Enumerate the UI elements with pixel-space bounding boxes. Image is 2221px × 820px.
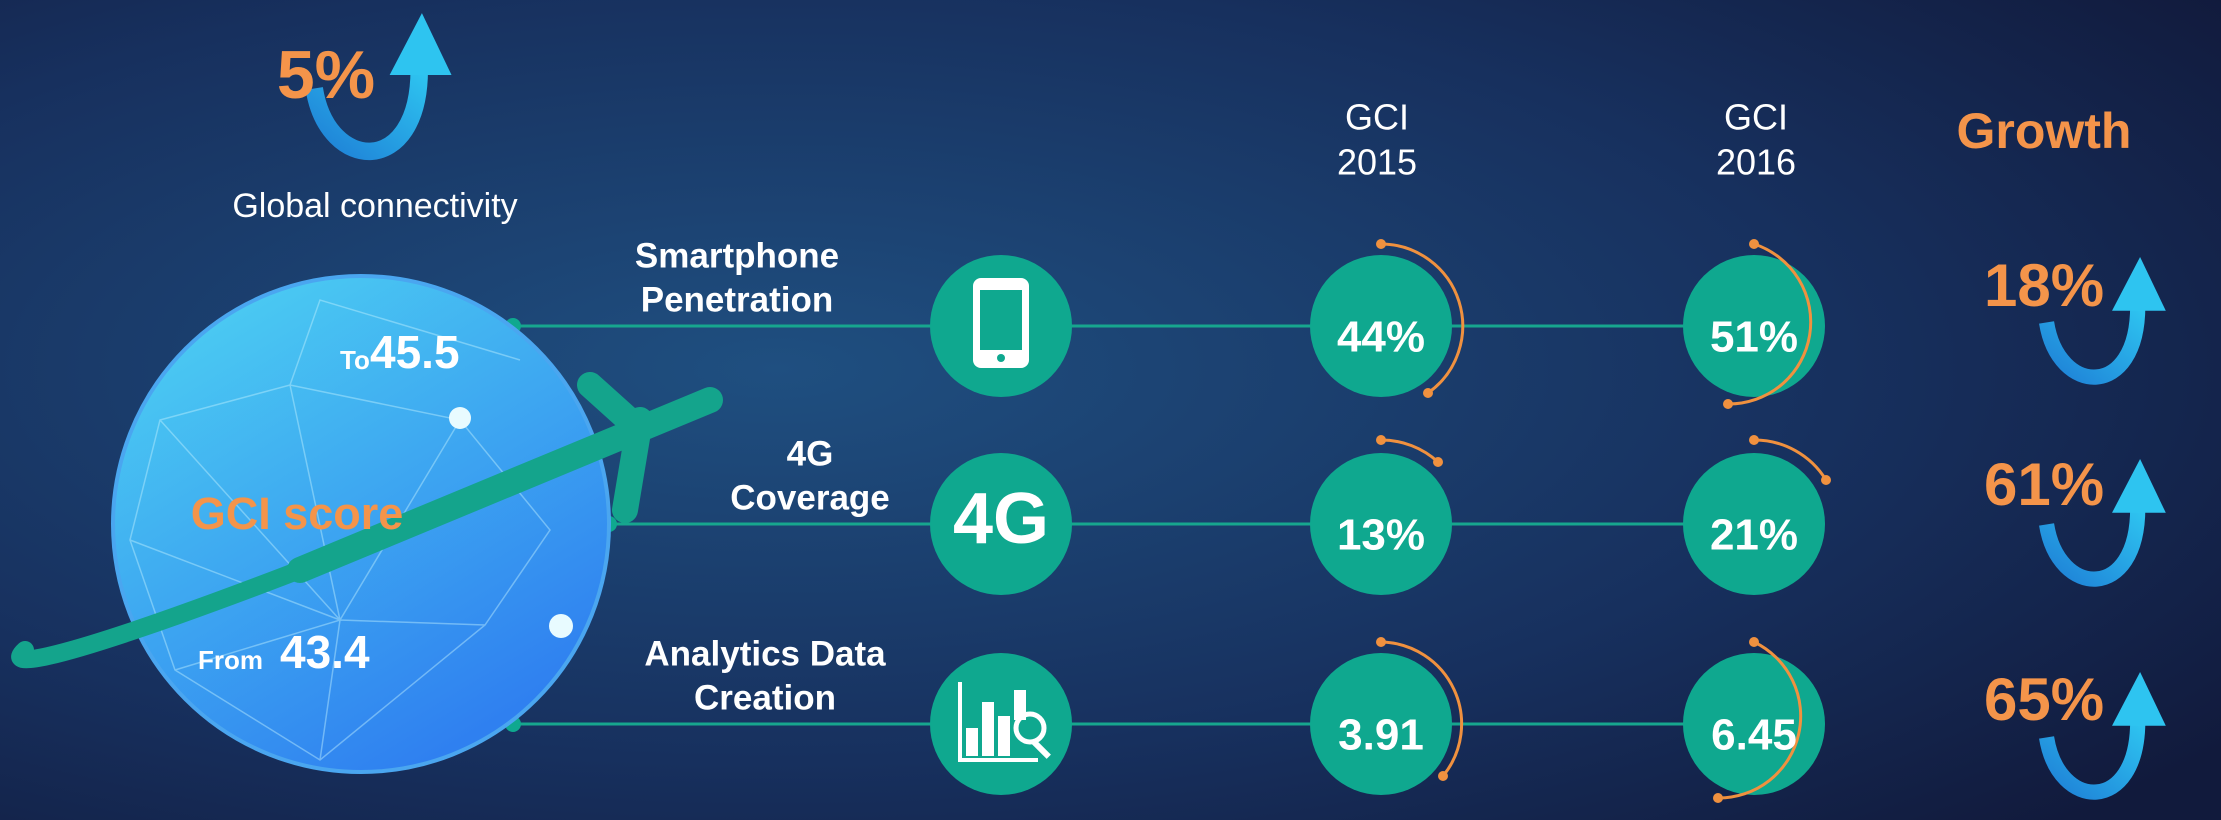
header: GCI <box>1724 97 1788 138</box>
arc-dot <box>1713 793 1723 803</box>
gci-2016: 6.45 <box>1711 711 1797 760</box>
row-label: Coverage <box>730 478 890 517</box>
arc-dot <box>1376 637 1386 647</box>
arc-dot <box>1423 388 1433 398</box>
row-label: Penetration <box>641 280 834 319</box>
row-label: Smartphone <box>635 236 839 275</box>
row-label: 4G <box>787 434 834 473</box>
arc-dot <box>1821 475 1831 485</box>
to-prefix: To <box>340 345 370 375</box>
slide: 5% Global connectivity To 45.5 GCI score… <box>0 0 2221 820</box>
icon-text: 4G <box>953 479 1049 559</box>
growth: 65% <box>1984 666 2104 733</box>
growth-header: Growth <box>1957 103 2132 159</box>
arc-dot <box>1749 239 1759 249</box>
arc-dot <box>1723 399 1733 409</box>
header: 2016 <box>1716 142 1796 183</box>
arc-dot <box>1749 435 1759 445</box>
arc-dot <box>1433 457 1443 467</box>
gci-2016: 21% <box>1710 511 1798 560</box>
phone-icon <box>973 278 1029 368</box>
arc-dot <box>1376 435 1386 445</box>
arc-dot <box>1749 637 1759 647</box>
growth: 61% <box>1984 451 2104 518</box>
node <box>549 614 573 638</box>
gci-2015: 13% <box>1337 511 1425 560</box>
global-growth: 5% <box>277 37 375 113</box>
arc-dot <box>1376 239 1386 249</box>
row-label: Analytics Data <box>644 634 886 673</box>
gci-2016: 51% <box>1710 313 1798 362</box>
from-prefix: From <box>198 645 263 675</box>
globe-title: GCI score <box>191 488 404 539</box>
global-label: Global connectivity <box>232 187 517 225</box>
header: GCI <box>1345 97 1409 138</box>
header: 2015 <box>1337 142 1417 183</box>
gci-2015: 44% <box>1337 313 1425 362</box>
to-value: 45.5 <box>370 326 460 378</box>
arc-dot <box>1438 771 1448 781</box>
node <box>449 407 471 429</box>
growth: 18% <box>1984 252 2104 319</box>
gci-2015: 3.91 <box>1338 711 1424 760</box>
row-label: Creation <box>694 678 836 717</box>
from-value: 43.4 <box>280 626 370 678</box>
